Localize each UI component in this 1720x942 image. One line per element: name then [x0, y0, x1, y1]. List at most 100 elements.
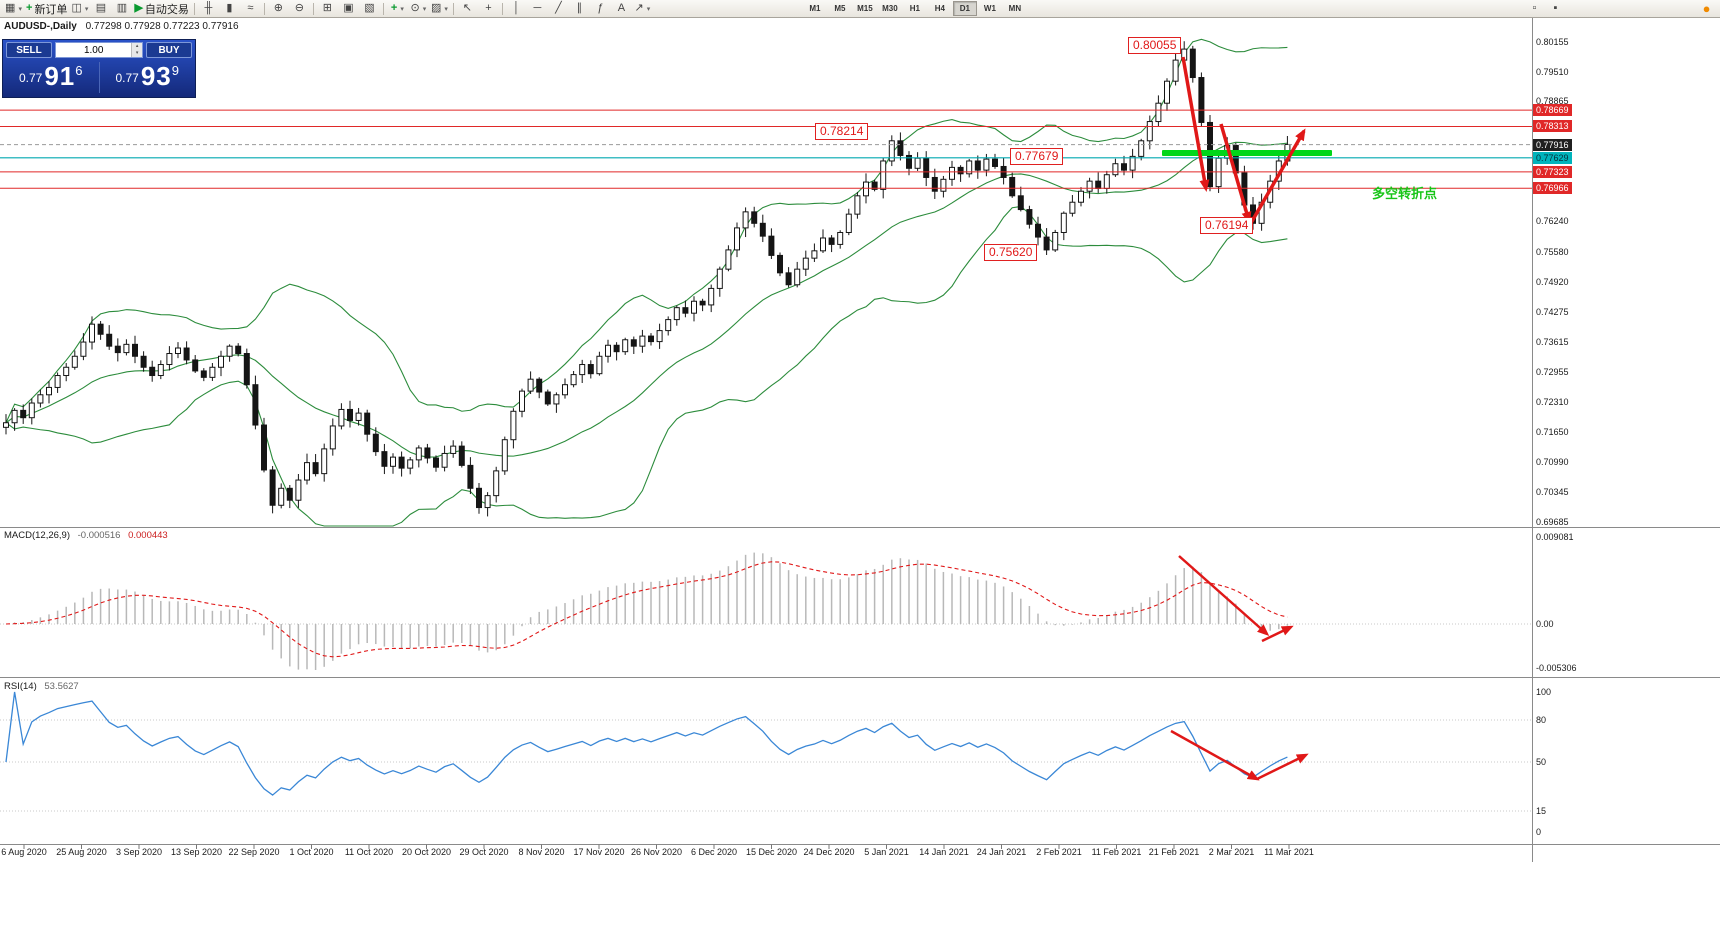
date-axis-label: 20 Oct 2020 [401, 847, 452, 857]
zoom-in-button[interactable]: ⊕ [268, 1, 289, 16]
date-axis-label: 17 Nov 2020 [573, 847, 625, 857]
horizontal-line-price-label[interactable]: 0.77323 [1533, 165, 1572, 178]
price-callout-label[interactable]: 0.77679 [1010, 148, 1064, 165]
new-order-label: 新订单 [34, 3, 68, 16]
autotrading-button[interactable]: ▶ 自动交易 [132, 1, 190, 16]
price-axis-tick: 0.71650 [1536, 426, 1569, 437]
volume-stepper[interactable]: ▴ ▾ [55, 42, 143, 58]
tile-windows-button[interactable]: ⊞ [317, 1, 338, 16]
periods-icon: ⊙ [410, 2, 420, 14]
horizontal-line-price-label[interactable]: 0.76966 [1533, 182, 1572, 195]
date-axis-label: 13 Sep 2020 [170, 847, 223, 857]
vertical-line-button[interactable]: │ [506, 1, 527, 16]
text-tool-icon: A [617, 2, 626, 14]
price-axis-tick: 0.72955 [1536, 367, 1569, 378]
price-callout-label[interactable]: 0.80055 [1128, 37, 1182, 54]
trendline-button[interactable]: ╱ [548, 1, 569, 16]
volume-input[interactable] [56, 43, 132, 57]
templates-icon: ▨ [430, 2, 442, 14]
symbol-period-label: AUDUSD-,Daily [4, 21, 77, 32]
cursor-button[interactable]: ↖ [457, 1, 478, 16]
trade-panel-controls: SELL ▴ ▾ BUY [3, 40, 195, 58]
horizontal-line-objects[interactable] [0, 109, 1532, 189]
periods-button[interactable]: ⊙ ▾ [408, 1, 429, 16]
horizontal-line-icon: ─ [533, 2, 542, 14]
arrows-tool-button[interactable]: ↗ ▾ [632, 1, 653, 16]
toolbar-separator [501, 2, 503, 15]
cursor-icon: ↖ [462, 2, 473, 14]
toolbar-separator [312, 2, 314, 15]
sell-button[interactable]: SELL [6, 42, 52, 58]
horizontal-line-price-label[interactable]: 0.78669 [1533, 104, 1572, 117]
timeframe-m5[interactable]: M5 [834, 4, 846, 13]
one-click-trading-panel: SELL ▴ ▾ BUY 0.77 91 6 0.77 93 9 [2, 39, 196, 98]
ask-pip-digit: 9 [171, 63, 179, 78]
indicators-button[interactable]: + ▾ [387, 1, 408, 16]
timeframe-m30[interactable]: M30 [882, 4, 898, 13]
text-tool-button[interactable]: A [611, 1, 632, 16]
bull-bear-turning-point-note[interactable]: 多空转折点 [1372, 186, 1438, 201]
date-axis-label: 11 Mar 2021 [1264, 847, 1314, 857]
timeframe-mn[interactable]: MN [1008, 4, 1022, 13]
trend-arrow-objects[interactable] [1170, 56, 1309, 781]
price-callout-label[interactable]: 0.76194 [1200, 217, 1254, 234]
rsi-pane [0, 691, 1532, 812]
cyan-line-price-label[interactable]: 0.77629 [1533, 151, 1572, 164]
timeframe-h1[interactable]: H1 [909, 4, 921, 13]
date-axis-label: 22 Sep 2020 [228, 847, 280, 857]
new-order-button[interactable]: + 新订单 [24, 1, 69, 16]
green-support-segment[interactable] [1162, 150, 1332, 156]
profiles-button[interactable]: ◫ ▾ [69, 1, 90, 16]
price-axis-tick: 0.79510 [1536, 66, 1569, 77]
candlestick-chart-button[interactable]: ▮ [219, 1, 240, 16]
community-button[interactable]: ● [1696, 1, 1717, 16]
autotrading-icon: ▶ [134, 2, 143, 14]
horizontal-line-price-label[interactable]: 0.78313 [1533, 120, 1572, 133]
price-callout-label[interactable]: 0.75620 [984, 244, 1038, 261]
templates-button[interactable]: ▨ ▾ [429, 1, 450, 16]
crosshair-button[interactable]: + [478, 1, 499, 16]
volume-down-icon[interactable]: ▾ [132, 50, 142, 57]
sell-price[interactable]: 0.77 91 6 [3, 63, 99, 92]
zoom-out-button[interactable]: ⊖ [289, 1, 310, 16]
market-watch-button[interactable]: ▤ [90, 1, 111, 16]
indicators-icon: + [390, 2, 398, 14]
toolbar-separator [382, 2, 384, 15]
ohlc-values: 0.77298 0.77928 0.77223 0.77916 [85, 21, 239, 32]
timeframe-d1[interactable]: D1 [952, 1, 977, 16]
arrange-windows-button[interactable]: ▧ [359, 1, 380, 16]
timeframe-m1[interactable]: M1 [809, 4, 821, 13]
timeframe-toolbar: M1 M5 M15 M30 H1 H4 D1 W1 MN [803, 1, 1027, 16]
chart-window-button[interactable]: ▫ [1524, 1, 1545, 16]
rsi-value: 53.5627 [44, 681, 79, 692]
toolbar-separator [263, 2, 265, 15]
price-callout-label[interactable]: 0.78214 [815, 123, 869, 140]
horizontal-line-button[interactable]: ─ [527, 1, 548, 16]
dropdown-arrow-icon: ▾ [84, 5, 89, 13]
bar-chart-button[interactable]: ╫ [198, 1, 219, 16]
timeframe-m15[interactable]: M15 [857, 4, 873, 13]
rsi-axis-label: 50 [1536, 757, 1547, 767]
buy-price[interactable]: 0.77 93 9 [100, 63, 196, 92]
date-axis-label: 29 Oct 2020 [459, 847, 509, 857]
price-axis-tick: 0.80155 [1536, 37, 1569, 47]
toolbar-separator [452, 2, 454, 15]
rsi-name: RSI(14) [4, 681, 37, 692]
new-chart-button[interactable]: ▦ ▾ [3, 1, 24, 16]
line-chart-button[interactable]: ≈ [240, 1, 261, 16]
timeframe-h4[interactable]: H4 [934, 4, 946, 13]
docking-button[interactable]: ▪ [1545, 1, 1566, 16]
data-window-button[interactable]: ▥ [111, 1, 132, 16]
rsi-indicator-label: RSI(14) 53.5627 [4, 681, 79, 692]
fibonacci-button[interactable]: ƒ [590, 1, 611, 16]
buy-button[interactable]: BUY [146, 42, 192, 58]
candlestick-chart-icon: ▮ [226, 2, 233, 14]
price-axis-tick: 0.74920 [1536, 276, 1569, 287]
cascade-windows-button[interactable]: ▣ [338, 1, 359, 16]
timeframe-w1[interactable]: W1 [983, 4, 996, 13]
equidistant-channel-button[interactable]: ∥ [569, 1, 590, 16]
market-watch-icon: ▤ [95, 2, 107, 14]
date-axis-label: 1 Oct 2020 [289, 847, 334, 857]
volume-up-icon[interactable]: ▴ [132, 43, 142, 50]
